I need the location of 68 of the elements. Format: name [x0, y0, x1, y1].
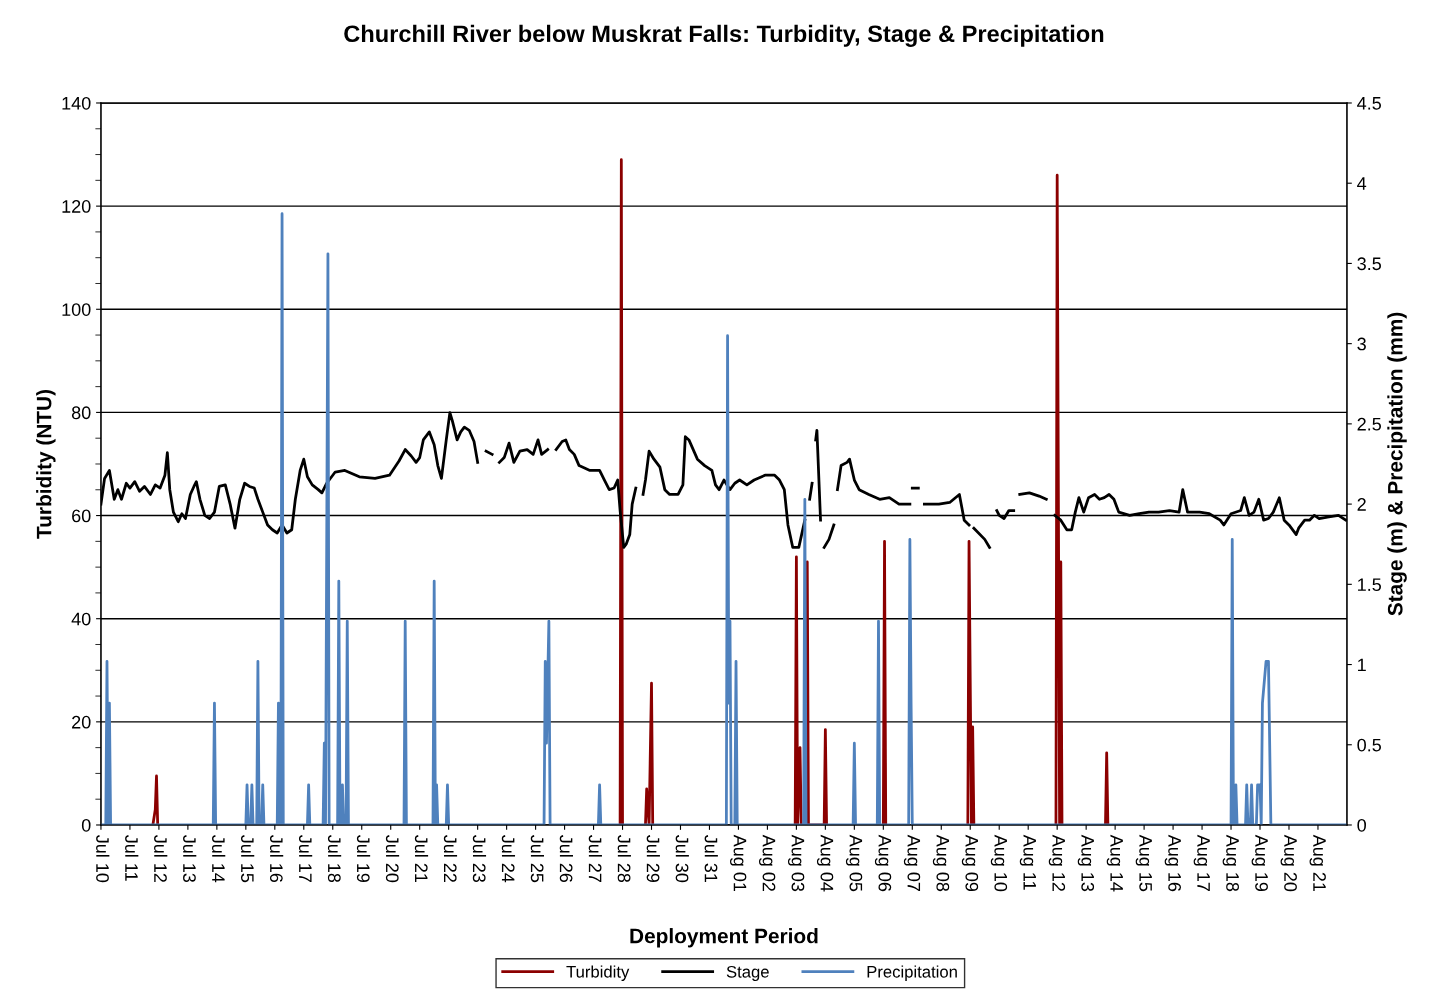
y-tick-label: 100 — [62, 303, 91, 316]
x-tick-label: Aug 13 — [1077, 834, 1095, 892]
y-axis-title: Turbidity (NTU) — [36, 389, 56, 539]
x-tick-label: Jul 10 — [96, 834, 110, 883]
y-tick-label: 140 — [62, 96, 91, 110]
x-tick-label: Jul 12 — [154, 834, 168, 882]
x-tick-label: Jul 28 — [617, 834, 631, 883]
x-tick-label: Jul 11 — [125, 834, 139, 881]
x-tick-label: Aug 01 — [730, 834, 747, 892]
x-tick-label: Aug 21 — [1309, 834, 1326, 892]
x-tick-label: Aug 15 — [1135, 834, 1152, 892]
y2-tick-label: 2 — [1357, 498, 1366, 511]
x-tick-label: Jul 16 — [269, 834, 284, 883]
x-tick-label: Aug 02 — [759, 834, 776, 892]
y-tick-label: 60 — [72, 509, 91, 523]
x-tick-label: Jul 26 — [559, 834, 573, 883]
x-tick-label: Jul 31 — [704, 834, 718, 883]
x-tick-label: Aug 06 — [874, 834, 892, 892]
x-tick-label: Aug 04 — [816, 834, 834, 892]
x-tick-label: Aug 19 — [1251, 834, 1268, 892]
legend-label: Stage — [726, 965, 769, 981]
x-tick-label: Aug 05 — [845, 834, 863, 892]
x-tick-label: Aug 18 — [1222, 834, 1239, 892]
y2-tick-label: 1.5 — [1358, 578, 1381, 592]
x-tick-label: Aug 12 — [1048, 834, 1066, 892]
x-tick-label: Jul 20 — [385, 834, 400, 883]
x-tick-label: Aug 07 — [903, 834, 921, 892]
x-tick-label: Jul 18 — [327, 834, 342, 883]
legend-label: Turbidity — [566, 965, 630, 981]
y2-tick-label: 2.5 — [1357, 417, 1381, 431]
x-tick-label: Jul 15 — [240, 834, 255, 883]
chart-title: Churchill River below Muskrat Falls: Turbidity, Stage & Precipitation — [344, 24, 1104, 47]
y2-tick-label: 4.5 — [1357, 97, 1381, 110]
y2-axis-title: Stage (m) & Precipitation (mm) — [1387, 312, 1407, 616]
y-tick-label: 0 — [81, 818, 91, 832]
y-tick-label: 20 — [72, 715, 91, 729]
y2-tick-label: 0 — [1357, 818, 1366, 832]
x-tick-label: Aug 08 — [932, 834, 950, 892]
x-tick-label: Jul 19 — [356, 834, 371, 883]
x-tick-label: Jul 24 — [501, 834, 516, 883]
x-tick-label: Aug 10 — [990, 834, 1008, 892]
x-tick-label: Jul 23 — [472, 834, 487, 883]
y-tick-label: 80 — [71, 406, 91, 420]
x-axis-title: Deployment Period — [630, 928, 818, 948]
x-tick-label: Jul 30 — [675, 834, 689, 883]
y2-tick-label: 0.5 — [1357, 738, 1381, 752]
x-tick-label: Jul 14 — [212, 834, 226, 883]
y2-tick-label: 1 — [1358, 658, 1366, 672]
x-tick-label: Jul 22 — [443, 834, 458, 882]
x-tick-label: Aug 16 — [1164, 834, 1182, 892]
x-tick-label: Jul 17 — [298, 834, 313, 882]
x-tick-label: Aug 09 — [961, 834, 979, 892]
y-tick-label: 40 — [71, 612, 91, 626]
legend-label: Precipitation — [867, 965, 957, 981]
y-tick-label: 120 — [62, 200, 91, 213]
x-tick-label: Jul 25 — [530, 834, 545, 883]
x-tick-label: Aug 11 — [1019, 834, 1036, 890]
x-tick-label: Jul 21 — [414, 834, 429, 883]
x-tick-label: Jul 13 — [183, 834, 197, 883]
y2-tick-label: 4 — [1357, 177, 1367, 190]
y2-tick-label: 3 — [1357, 337, 1366, 351]
x-tick-label: Aug 17 — [1193, 834, 1210, 892]
y2-tick-label: 3.5 — [1357, 257, 1381, 271]
x-tick-label: Jul 27 — [588, 834, 602, 882]
x-tick-label: Jul 29 — [646, 834, 660, 883]
x-tick-label: Aug 20 — [1280, 834, 1297, 892]
x-tick-label: Aug 14 — [1106, 834, 1123, 892]
x-tick-label: Aug 03 — [787, 834, 805, 892]
